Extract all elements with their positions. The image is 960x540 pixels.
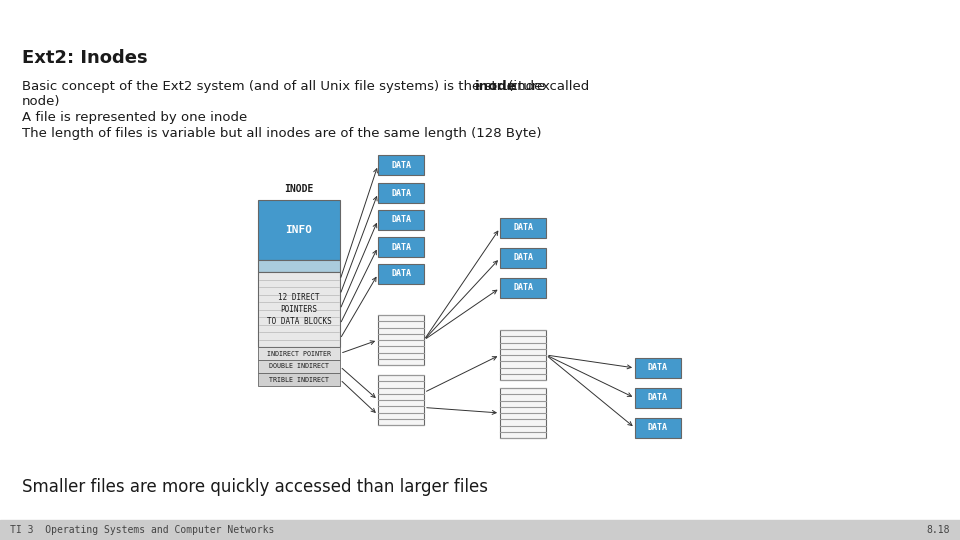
Bar: [635, 418, 681, 438]
Text: TRIBLE INDIRECT: TRIBLE INDIRECT: [269, 376, 329, 382]
Text: TI 3  Operating Systems and Computer Networks: TI 3 Operating Systems and Computer Netw…: [10, 525, 275, 535]
Text: Ext2: Inodes: Ext2: Inodes: [22, 49, 148, 67]
Bar: [258, 347, 340, 360]
Text: INODE: INODE: [284, 184, 314, 194]
Text: DATA: DATA: [648, 394, 668, 402]
Text: DATA: DATA: [513, 253, 533, 262]
Bar: [378, 155, 424, 175]
Text: node): node): [22, 95, 60, 108]
Text: DATA: DATA: [391, 160, 411, 170]
Text: DATA: DATA: [648, 363, 668, 373]
Text: DATA: DATA: [513, 284, 533, 293]
Bar: [378, 315, 424, 365]
Bar: [635, 358, 681, 378]
Text: A file is represented by one inode: A file is represented by one inode: [22, 111, 248, 124]
Text: The length of files is variable but all inodes are of the same length (128 Byte): The length of files is variable but all …: [22, 127, 541, 140]
Bar: [0, 520, 960, 540]
Bar: [635, 388, 681, 408]
Bar: [378, 183, 424, 203]
Bar: [258, 260, 340, 272]
Text: Smaller files are more quickly accessed than larger files: Smaller files are more quickly accessed …: [22, 478, 488, 496]
Text: inode: inode: [475, 80, 516, 93]
Text: (index: (index: [504, 80, 550, 93]
Text: 8.18: 8.18: [926, 525, 950, 535]
Text: DATA: DATA: [391, 269, 411, 279]
Bar: [258, 272, 340, 347]
Text: INFO: INFO: [285, 225, 313, 235]
Text: INDIRECT POINTER: INDIRECT POINTER: [267, 350, 331, 356]
Bar: [500, 218, 546, 238]
Text: DOUBLE INDIRECT: DOUBLE INDIRECT: [269, 363, 329, 369]
Text: DATA: DATA: [648, 423, 668, 433]
Bar: [378, 264, 424, 284]
Bar: [500, 330, 546, 380]
Bar: [378, 237, 424, 257]
Bar: [378, 210, 424, 230]
Bar: [258, 360, 340, 373]
Bar: [378, 375, 424, 425]
Bar: [258, 200, 340, 260]
Bar: [500, 248, 546, 268]
Text: DATA: DATA: [513, 224, 533, 233]
Bar: [258, 373, 340, 386]
Text: DATA: DATA: [391, 215, 411, 225]
Text: 12 DIRECT
POINTERS
TO DATA BLOCKS: 12 DIRECT POINTERS TO DATA BLOCKS: [267, 293, 331, 326]
Bar: [500, 278, 546, 298]
Text: Basic concept of the Ext2 system (and of all Unix file systems) is the structure: Basic concept of the Ext2 system (and of…: [22, 80, 593, 93]
Bar: [500, 388, 546, 438]
Text: DATA: DATA: [391, 242, 411, 252]
Text: DATA: DATA: [391, 188, 411, 198]
